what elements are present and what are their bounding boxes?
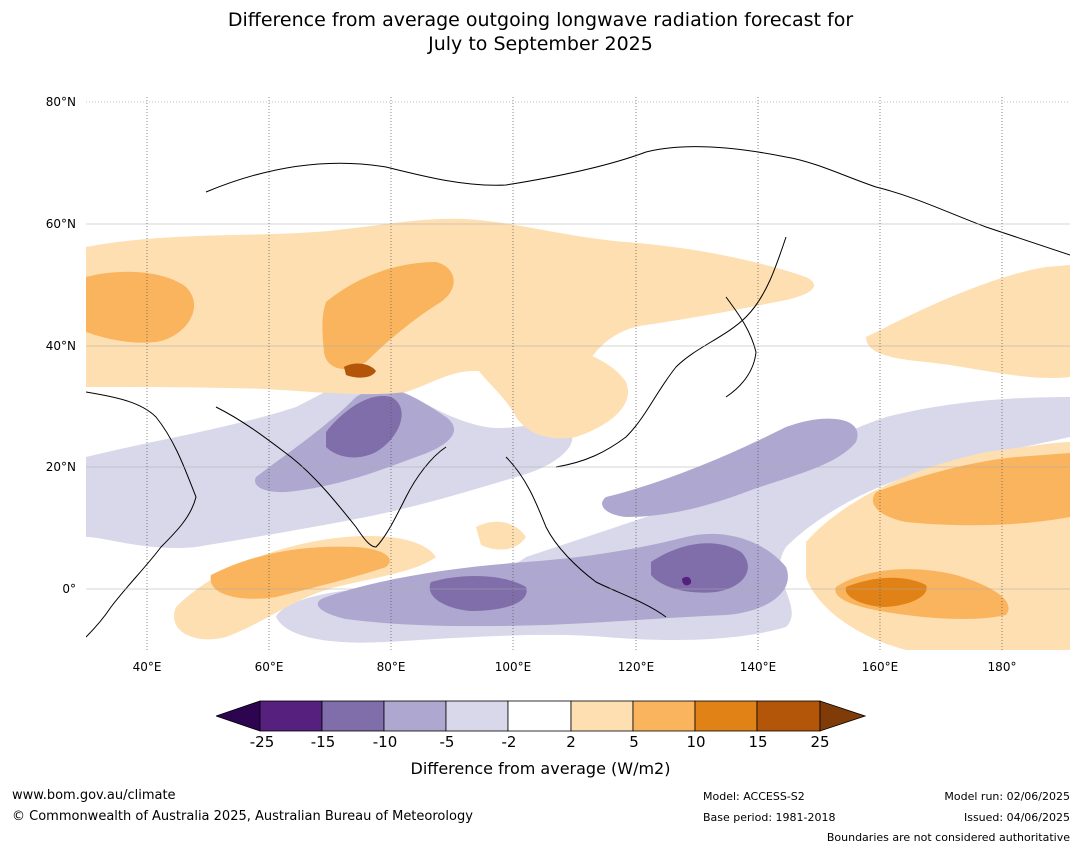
- lat-label-0: 0°: [62, 582, 76, 596]
- lat-label-20n: 20°N: [45, 460, 76, 474]
- lat-label-60n: 60°N: [45, 217, 76, 231]
- graticule: [86, 97, 1070, 650]
- anomaly-region-dark-orange-tibet: [344, 363, 376, 378]
- coastline-arabia-africa: [86, 391, 197, 638]
- map-svg: [86, 97, 1070, 650]
- colorbar-tick-6: 2: [566, 733, 576, 751]
- map-panel: [86, 97, 1070, 650]
- anomaly-region-light-orange-south-china-sea: [476, 521, 526, 550]
- lon-label-160e: 160°E: [861, 660, 899, 674]
- colorbar-tick-2: -15: [310, 733, 336, 751]
- coastline-arctic: [205, 146, 1070, 256]
- anomaly-region-dark-purple-png: [651, 543, 748, 593]
- lon-label-60e: 60°E: [254, 660, 284, 674]
- chart-title: Difference from average outgoing longwav…: [0, 8, 1081, 56]
- colorbar-bin-3: [383, 700, 447, 732]
- colorbar-tick-10: 25: [810, 733, 830, 751]
- anomaly-region-mid-orange-indian-ocean: [210, 546, 390, 599]
- footer-issued: Issued: 04/06/2025: [963, 811, 1070, 824]
- lat-label-40n: 40°N: [45, 339, 76, 353]
- colorbar-tick-4: -5: [439, 733, 455, 751]
- lon-label-80e: 80°E: [376, 660, 406, 674]
- colorbar: [216, 700, 866, 732]
- footer-copyright: © Commonwealth of Australia 2025, Austra…: [12, 809, 473, 824]
- footer-url: www.bom.gov.au/climate: [12, 788, 176, 803]
- lat-label-80n: 80°N: [45, 95, 76, 109]
- title-line-2: July to September 2025: [428, 33, 653, 55]
- footer-model: Model: ACCESS-S2: [703, 790, 805, 803]
- positive-anomaly-layer: [86, 218, 1070, 650]
- anomaly-region-light-orange-nw-pacific: [866, 265, 1070, 379]
- negative-anomaly-layer: [86, 380, 1070, 643]
- colorbar-bin-9: [756, 700, 821, 732]
- colorbar-tick-8: 10: [686, 733, 706, 751]
- coastline-india: [215, 406, 447, 548]
- colorbar-label: Difference from average (W/m2): [410, 759, 671, 778]
- anomaly-region-dark-orange-equatorial: [845, 577, 927, 607]
- coastline-southeast-asia: [505, 456, 667, 618]
- colorbar-bin-4: [445, 700, 509, 732]
- anomaly-region-mid-orange-pacific: [872, 453, 1070, 526]
- colorbar-bin-5: [507, 700, 572, 732]
- colorbar-bin-6: [570, 700, 634, 732]
- lon-label-100e: 100°E: [494, 660, 532, 674]
- anomaly-region-deep-purple-spot: [682, 576, 692, 586]
- colorbar-tick-9: 15: [748, 733, 768, 751]
- lon-label-40e: 40°E: [132, 660, 162, 674]
- footer-model-run: Model run: 02/06/2025: [944, 790, 1070, 803]
- anomaly-region-light-orange-china: [476, 345, 628, 439]
- colorbar-bin-8: [694, 700, 758, 732]
- lon-label-180: 180°: [987, 660, 1017, 674]
- lon-label-120e: 120°E: [617, 660, 655, 674]
- coastline-layer: [86, 146, 1070, 638]
- colorbar-tick-3: -10: [372, 733, 398, 751]
- colorbar-bin-7: [632, 700, 696, 732]
- anomaly-region-mid-orange-central-asia: [86, 271, 195, 343]
- footer-disclaimer: Boundaries are not considered authoritat…: [826, 831, 1070, 844]
- coastline-east-asia: [555, 236, 787, 468]
- colorbar-over-arrow: [819, 700, 866, 732]
- footer-base-period: Base period: 1981-2018: [703, 811, 836, 824]
- lon-label-140e: 140°E: [739, 660, 777, 674]
- colorbar-tick-5: -2: [501, 733, 517, 751]
- anomaly-region-dark-purple-bengal: [326, 396, 402, 458]
- anomaly-region-dark-purple-eq-indian: [429, 575, 527, 611]
- anomaly-region-mid-orange-mongolia: [322, 262, 454, 370]
- colorbar-tick-1: -25: [249, 733, 275, 751]
- title-line-1: Difference from average outgoing longwav…: [227, 9, 854, 31]
- colorbar-bin-1: [259, 700, 323, 732]
- anomaly-region-light-orange-eurasia: [86, 218, 815, 397]
- colorbar-bin-2: [321, 700, 385, 732]
- coastline-japan: [725, 296, 757, 398]
- colorbar-under-arrow: [216, 700, 261, 732]
- anomaly-region-mid-purple-pacific: [602, 418, 858, 517]
- colorbar-tick-7: 5: [629, 733, 639, 751]
